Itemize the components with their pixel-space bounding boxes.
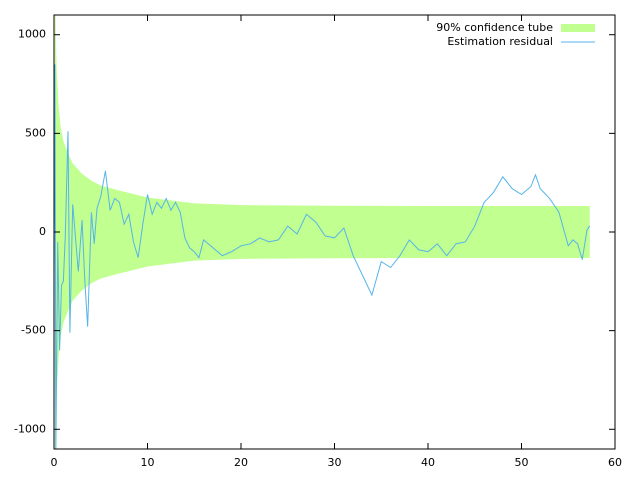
x-tick-label: 0	[51, 456, 58, 469]
x-tick-label: 10	[141, 456, 155, 469]
y-tick-label: 500	[25, 126, 46, 139]
x-tick-label: 40	[421, 456, 435, 469]
legend-label: Estimation residual	[447, 35, 553, 48]
y-tick-label: 1000	[18, 28, 46, 41]
x-tick-label: 60	[608, 456, 622, 469]
y-tick-label: -500	[21, 324, 46, 337]
legend-label: 90% confidence tube	[436, 21, 553, 34]
x-tick-label: 20	[234, 456, 248, 469]
x-tick-label: 30	[328, 456, 342, 469]
residual-line	[54, 64, 591, 449]
plot-area	[54, 15, 591, 449]
confidence-tube	[54, 15, 590, 449]
legend-swatch	[561, 24, 595, 32]
y-tick-label: -1000	[14, 422, 46, 435]
x-tick-label: 50	[515, 456, 529, 469]
y-tick-label: 0	[39, 225, 46, 238]
